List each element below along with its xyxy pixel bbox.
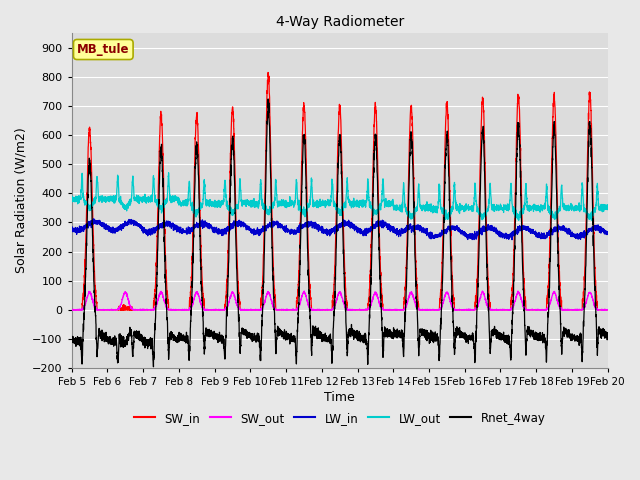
X-axis label: Time: Time — [324, 391, 355, 404]
Text: MB_tule: MB_tule — [77, 43, 129, 56]
Y-axis label: Solar Radiation (W/m2): Solar Radiation (W/m2) — [15, 128, 28, 274]
Title: 4-Way Radiometer: 4-Way Radiometer — [276, 15, 404, 29]
Legend: SW_in, SW_out, LW_in, LW_out, Rnet_4way: SW_in, SW_out, LW_in, LW_out, Rnet_4way — [129, 407, 550, 429]
